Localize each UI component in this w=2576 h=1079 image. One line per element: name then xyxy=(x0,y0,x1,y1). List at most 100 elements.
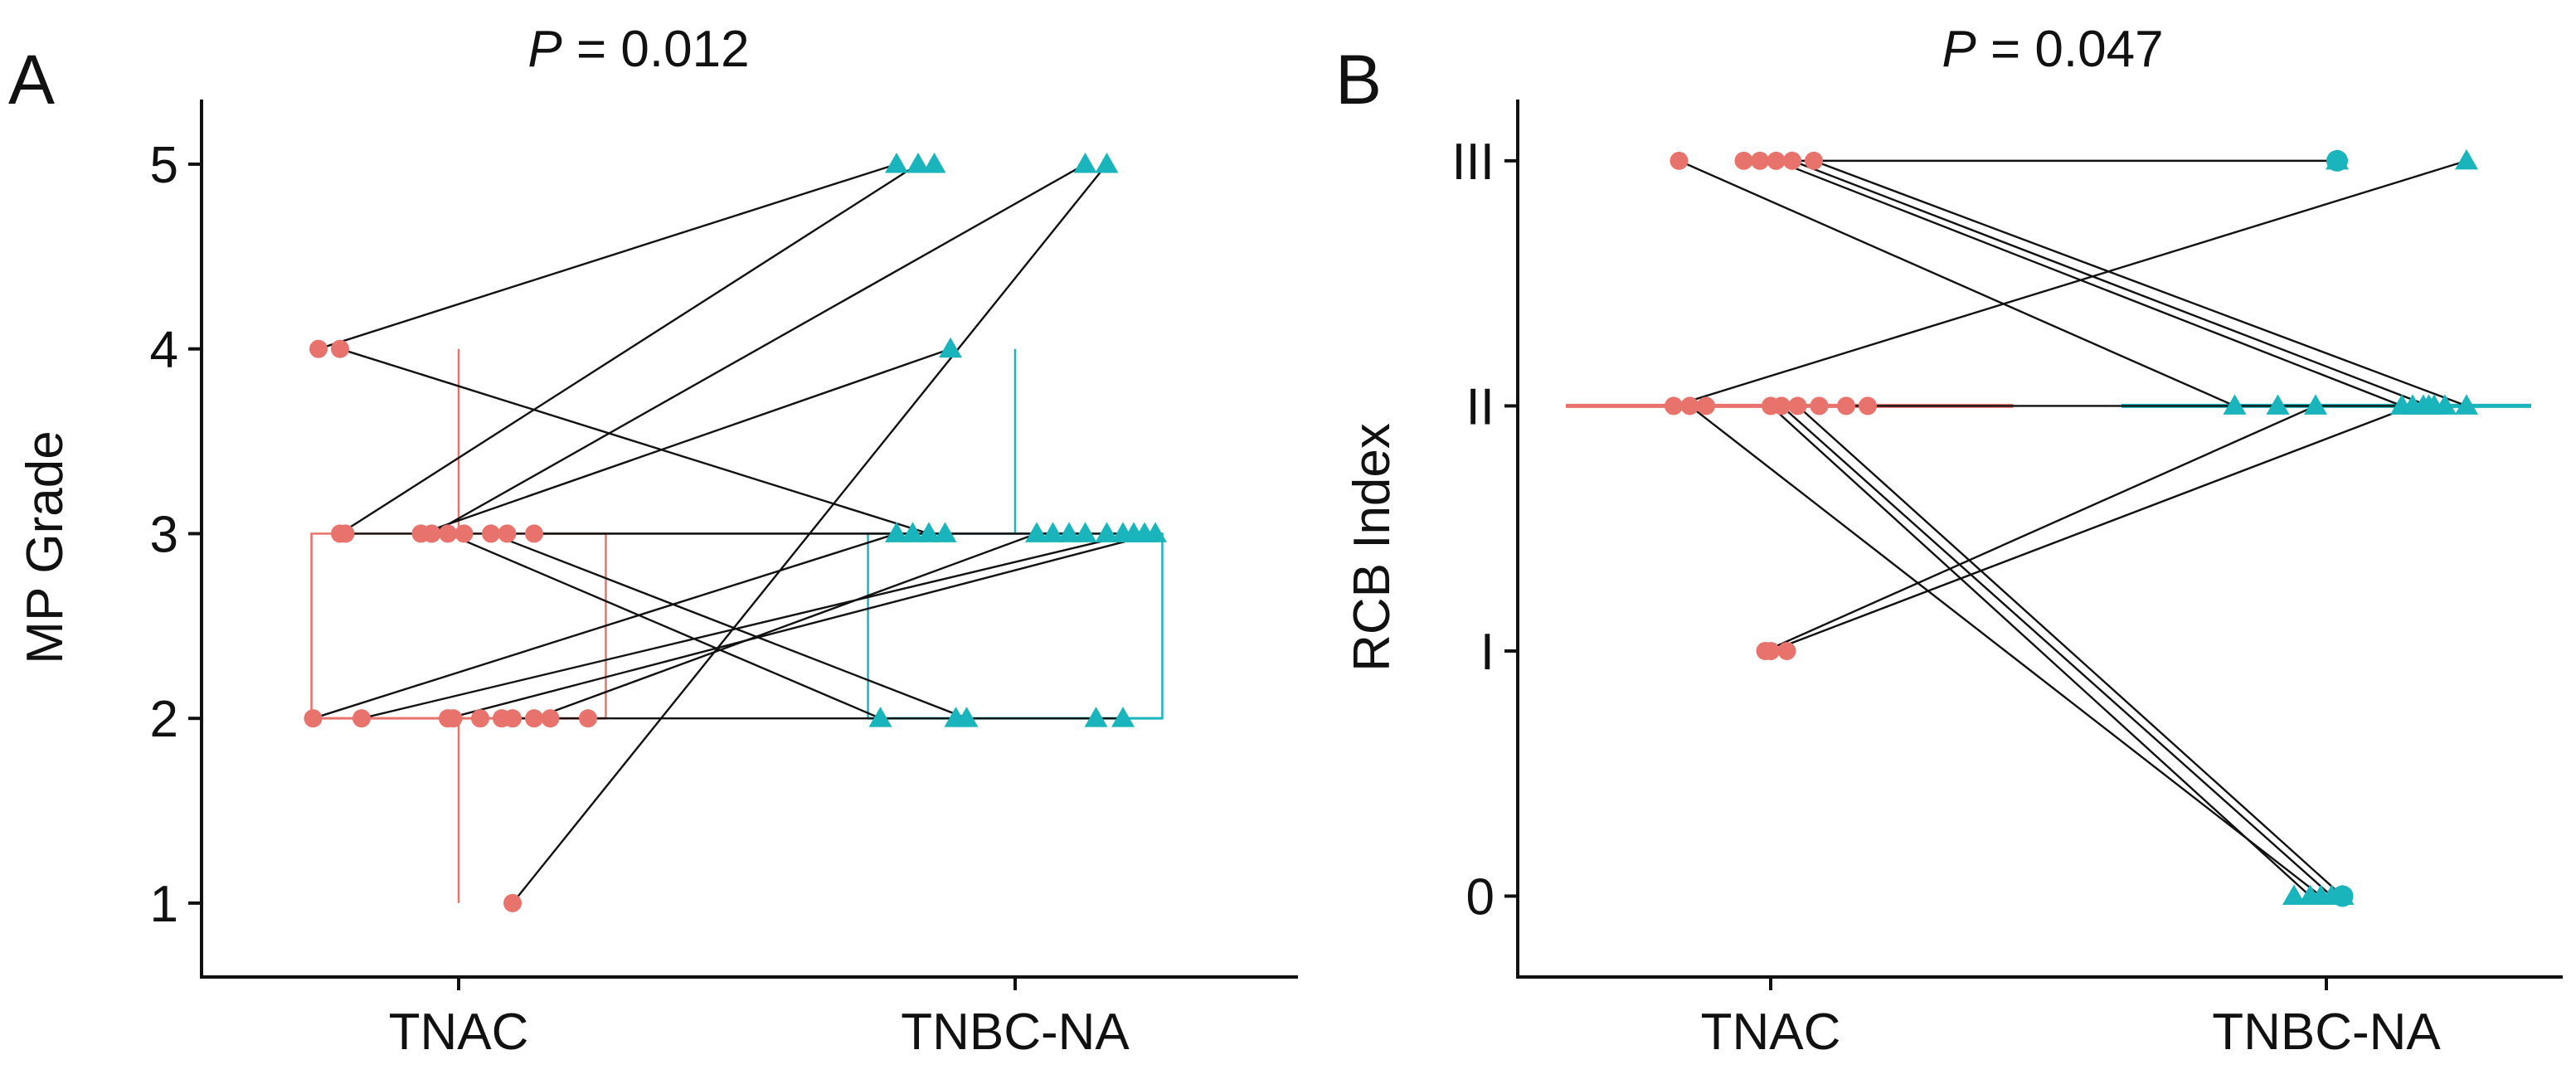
y-tick-label: 3 xyxy=(150,506,178,563)
tnbc-point xyxy=(2298,884,2322,905)
pair-line xyxy=(430,163,1086,535)
tnbc-point xyxy=(2455,394,2478,415)
pair-line xyxy=(1770,405,2311,897)
tnbc-point xyxy=(901,522,925,542)
y-tick-label: II xyxy=(1466,378,1495,435)
tnac-point xyxy=(309,339,328,358)
tnbc-circle-point xyxy=(2331,885,2354,907)
tnbc-point xyxy=(1084,707,1108,727)
tnac-point xyxy=(525,709,543,728)
tnac-point xyxy=(1751,151,1769,170)
panel-a-title: P = 0.012 xyxy=(527,21,749,78)
pair-line xyxy=(1765,405,2316,653)
pair-line xyxy=(1813,159,2467,407)
tnac-point xyxy=(1665,396,1683,416)
tnbc-point xyxy=(1111,522,1135,542)
tnac-point xyxy=(352,709,371,728)
pair-line xyxy=(533,532,1038,720)
panel-a-x-tick-tnac: TNAC xyxy=(389,1004,529,1061)
tnbc-point xyxy=(1111,707,1135,727)
tnac-point xyxy=(439,524,457,543)
tnac-point xyxy=(1772,396,1791,416)
tnbc-point xyxy=(933,522,957,542)
tnbc-point xyxy=(939,337,962,358)
tnac-point xyxy=(1680,396,1699,416)
pair-line xyxy=(339,348,930,535)
tnac-point xyxy=(1777,641,1796,660)
tnbc-point xyxy=(1073,152,1097,173)
panel-a-y-ticks: 1 2 3 4 5 xyxy=(150,137,202,933)
panel-b-title-value: = 0.047 xyxy=(1976,21,2164,78)
tnac-point xyxy=(493,709,511,728)
pair-line xyxy=(318,163,897,350)
tnac-point xyxy=(1837,396,1855,416)
tnac-point xyxy=(1805,151,1823,170)
panel-b-letter: B xyxy=(1335,41,1382,119)
tnac-point xyxy=(444,709,463,728)
pair-line xyxy=(1673,159,2467,407)
panel-b-y-axis-label: RCB Index xyxy=(1344,423,1401,672)
tnbc-point xyxy=(1025,522,1048,542)
panel-b-axes xyxy=(1516,100,2563,979)
panel-a-pair-lines xyxy=(313,163,1156,904)
y-tick-label: 4 xyxy=(150,322,178,379)
tnbc-point xyxy=(2423,394,2446,415)
pair-line xyxy=(1679,159,2235,407)
panel-b-x-tick-tnac: TNAC xyxy=(1701,1004,1841,1061)
tnbc-point xyxy=(885,522,908,542)
tnac-point xyxy=(422,524,441,543)
panel-a-title-p: P xyxy=(527,21,561,78)
panel-b-title: P = 0.047 xyxy=(1942,21,2163,78)
tnac-point xyxy=(482,524,500,543)
tnbc-circle-point xyxy=(2326,149,2348,172)
pair-line xyxy=(1776,159,2403,407)
pair-line xyxy=(1689,405,2322,897)
tnac-point xyxy=(1762,641,1780,660)
tnbc-point xyxy=(906,152,930,173)
pair-line xyxy=(420,348,951,535)
tnac-point xyxy=(579,709,597,728)
pair-line xyxy=(490,532,967,720)
panel-b-pair-lines xyxy=(1673,159,2467,897)
tnbc-point xyxy=(1095,522,1119,542)
pair-line xyxy=(1796,405,2344,897)
panel-b-x-tick-tnbc-na: TNBC-NA xyxy=(2212,1004,2441,1061)
tnbc-point xyxy=(1144,522,1167,542)
tnbc-point xyxy=(1095,152,1119,173)
tnbc-point xyxy=(1041,522,1065,542)
tnbc-point xyxy=(2223,394,2247,415)
tnac-point xyxy=(503,893,522,912)
pair-line xyxy=(361,532,1135,720)
tnbc-point xyxy=(944,707,968,727)
pair-line xyxy=(1770,405,2413,653)
tnbc-point xyxy=(2304,394,2327,415)
y-tick-label: 0 xyxy=(1466,868,1495,926)
panel-a: A P = 0.012 MP Grade 1 2 3 4 5 TNAC TNBC-NA xyxy=(8,21,1298,1061)
tnac-point xyxy=(1810,396,1829,416)
tnbc-point xyxy=(917,522,940,542)
panel-a-x-ticks: TNAC TNBC-NA xyxy=(389,1004,1130,1061)
tnac-point xyxy=(331,339,349,358)
tnac-point xyxy=(1734,151,1753,170)
tnac-point xyxy=(498,524,517,543)
pair-line xyxy=(339,163,919,535)
y-tick-label: I xyxy=(1480,624,1495,681)
panel-b-points xyxy=(1665,148,2478,907)
tnac-point xyxy=(1697,396,1715,416)
panel-b-title-p: P xyxy=(1942,21,1976,78)
panel-a-letter: A xyxy=(8,41,55,119)
panel-a-y-axis-label: MP Grade xyxy=(17,430,74,663)
pair-line xyxy=(313,532,897,720)
tnac-point xyxy=(454,524,474,543)
tnbc-point xyxy=(868,707,892,727)
y-tick-label: 2 xyxy=(150,691,178,748)
tnac-point xyxy=(471,709,489,728)
tnbc-point xyxy=(1057,522,1081,542)
tnac-point xyxy=(1783,151,1801,170)
pair-line xyxy=(447,532,1156,720)
tnbc-point xyxy=(2266,394,2290,415)
y-tick-label: 5 xyxy=(150,137,178,194)
